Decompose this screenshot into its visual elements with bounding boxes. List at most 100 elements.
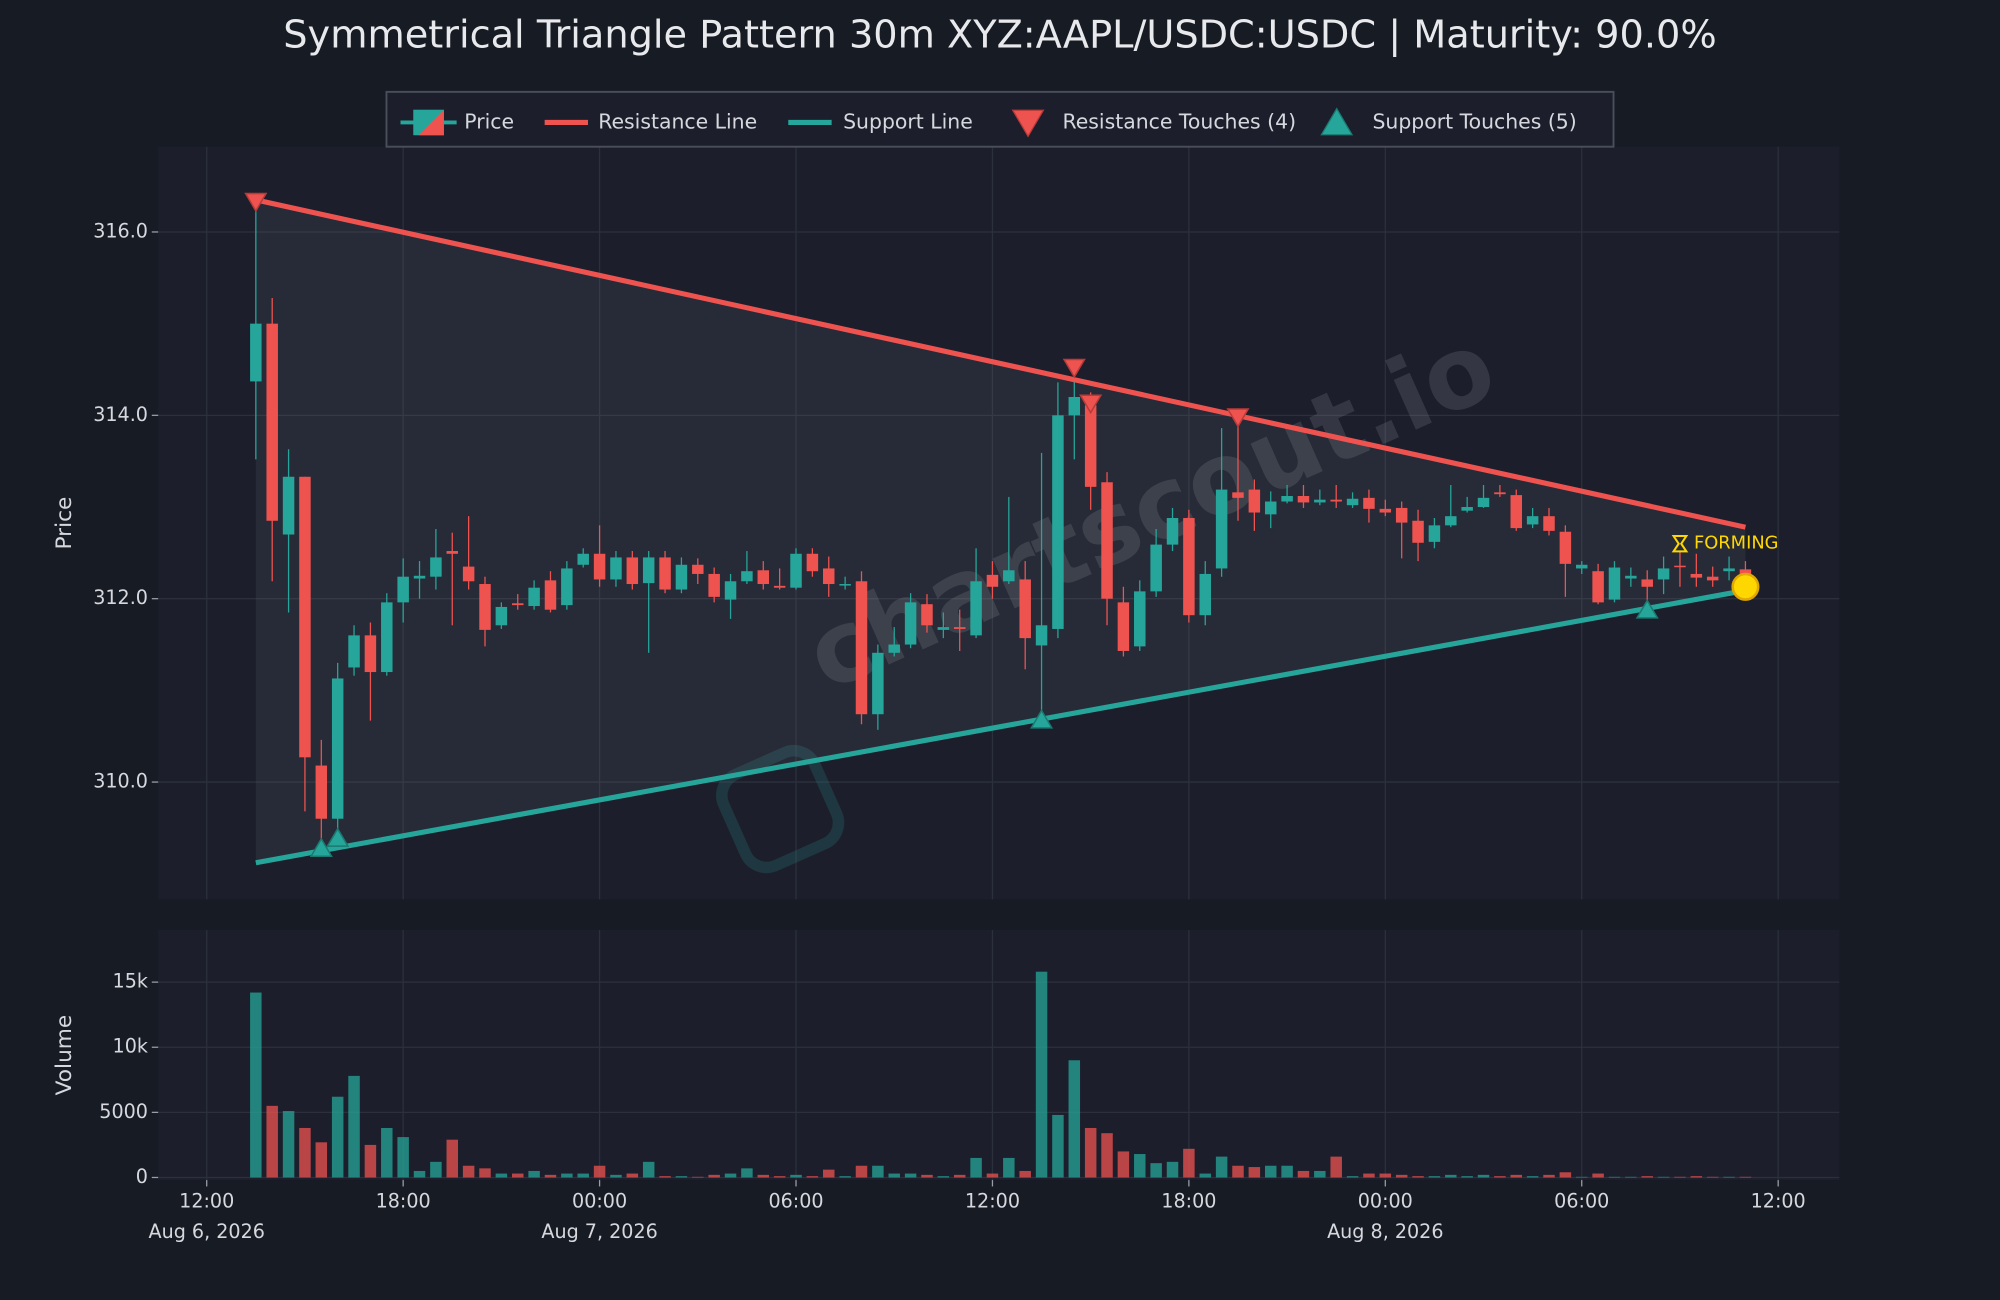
candle-body [282,476,295,535]
volume-bar [1084,1127,1097,1178]
volume-bar [479,1168,491,1178]
candle-body [970,581,982,636]
volume-bar [855,1165,868,1178]
candle-body [1494,492,1506,495]
candle-body [1559,531,1572,564]
candle-body [1379,508,1392,513]
candle-body [1035,625,1048,646]
candle-body [708,573,720,597]
volume-y-tick-label: 0 [136,1165,148,1188]
plot-area: FORMING [244,192,1779,1178]
volume-bar [1346,1176,1359,1178]
volume-bar [888,1173,900,1178]
volume-bar [904,1173,917,1178]
volume-bar [610,1174,622,1178]
volume-bar [970,1157,982,1178]
candle-body [1395,507,1408,523]
volume-bar [790,1174,802,1178]
candle-body [1215,489,1228,569]
resistance-touch [1079,394,1103,415]
volume-bar [1134,1154,1146,1178]
candle-body [250,323,262,382]
volume-bar [1592,1173,1604,1178]
candle-body [741,571,753,582]
volume-bar [1543,1174,1555,1178]
volume-bar [1232,1165,1244,1178]
legend: Price Resistance Line Support Line Resistan… [385,90,1615,148]
candle-body [1150,544,1162,592]
candle-body [1183,518,1195,616]
candle-body [1314,499,1326,503]
candle-body [512,603,524,606]
candle-body [1477,497,1490,508]
candle-body [1543,516,1555,531]
candle-body [299,476,311,758]
candle-body [1117,602,1130,651]
watermark-icon [716,745,845,874]
volume-bar [1526,1176,1539,1178]
candle-body [1068,397,1081,416]
volume-bar [937,1176,950,1178]
volume-bar [397,1137,409,1178]
candle-body [1248,489,1261,513]
x-tick-date-label: Aug 7, 2026 [541,1220,657,1243]
candle-body [1592,571,1604,603]
chart-title: Symmetrical Triangle Pattern 30m XYZ:AAP… [283,12,1716,57]
volume-bar [1461,1176,1473,1178]
candle-body [1739,569,1752,576]
x-tick-label: 12:00 [965,1189,1020,1212]
volume-bar [1330,1156,1342,1178]
candle-body [1101,482,1113,599]
x-tick-label: 18:00 [1161,1189,1216,1212]
volume-bar [1019,1170,1031,1178]
candle-body [315,765,328,819]
candle-body [610,557,622,580]
candle-body [1526,516,1539,525]
candle-body [1052,415,1064,629]
support-touch [309,837,333,858]
volume-bar [1445,1174,1457,1178]
candle-body [413,575,426,579]
volume-bar [1003,1157,1015,1178]
volume-bar [692,1176,704,1178]
resistance-line [255,197,1746,530]
volume-bar [348,1075,360,1178]
volume-bar [1723,1176,1735,1178]
candle-body [888,644,900,653]
volume-bar [1641,1176,1653,1178]
volume-bar [413,1170,426,1178]
volume-bar [839,1176,851,1178]
volume-bar [1363,1173,1375,1178]
volume-bar [1117,1151,1130,1178]
legend-label: Resistance Line [598,109,757,133]
volume-bar [986,1173,999,1178]
legend-support-touch [1320,107,1354,136]
volume-bar [724,1173,737,1178]
volume-bar [1674,1176,1686,1178]
volume-bar [1281,1165,1293,1178]
x-tick-label: 06:00 [768,1189,823,1212]
x-tick-label: 06:00 [1554,1189,1609,1212]
candle-body [348,635,360,668]
candle-body [953,627,966,629]
candle-body [1346,498,1359,506]
volume-bar [315,1142,328,1178]
x-tick-date-label: Aug 6, 2026 [149,1220,265,1243]
volume-bar [1035,971,1048,1178]
candle-body [331,678,344,819]
candle-body [1445,516,1457,526]
volume-bar [1052,1114,1064,1178]
volume-bar [364,1144,377,1178]
candle-body [1428,525,1441,542]
legend-box [385,90,1615,148]
candle-body [266,323,278,521]
candle-body [561,568,573,606]
candle-body [757,570,770,585]
candle-body [544,580,557,610]
candle-body [839,584,851,586]
candle-body [1576,564,1588,569]
volume-bar [512,1173,524,1178]
y-tick-label: 314.0 [93,403,148,426]
candle-body [675,564,688,590]
legend-label: Support Line [843,109,973,133]
